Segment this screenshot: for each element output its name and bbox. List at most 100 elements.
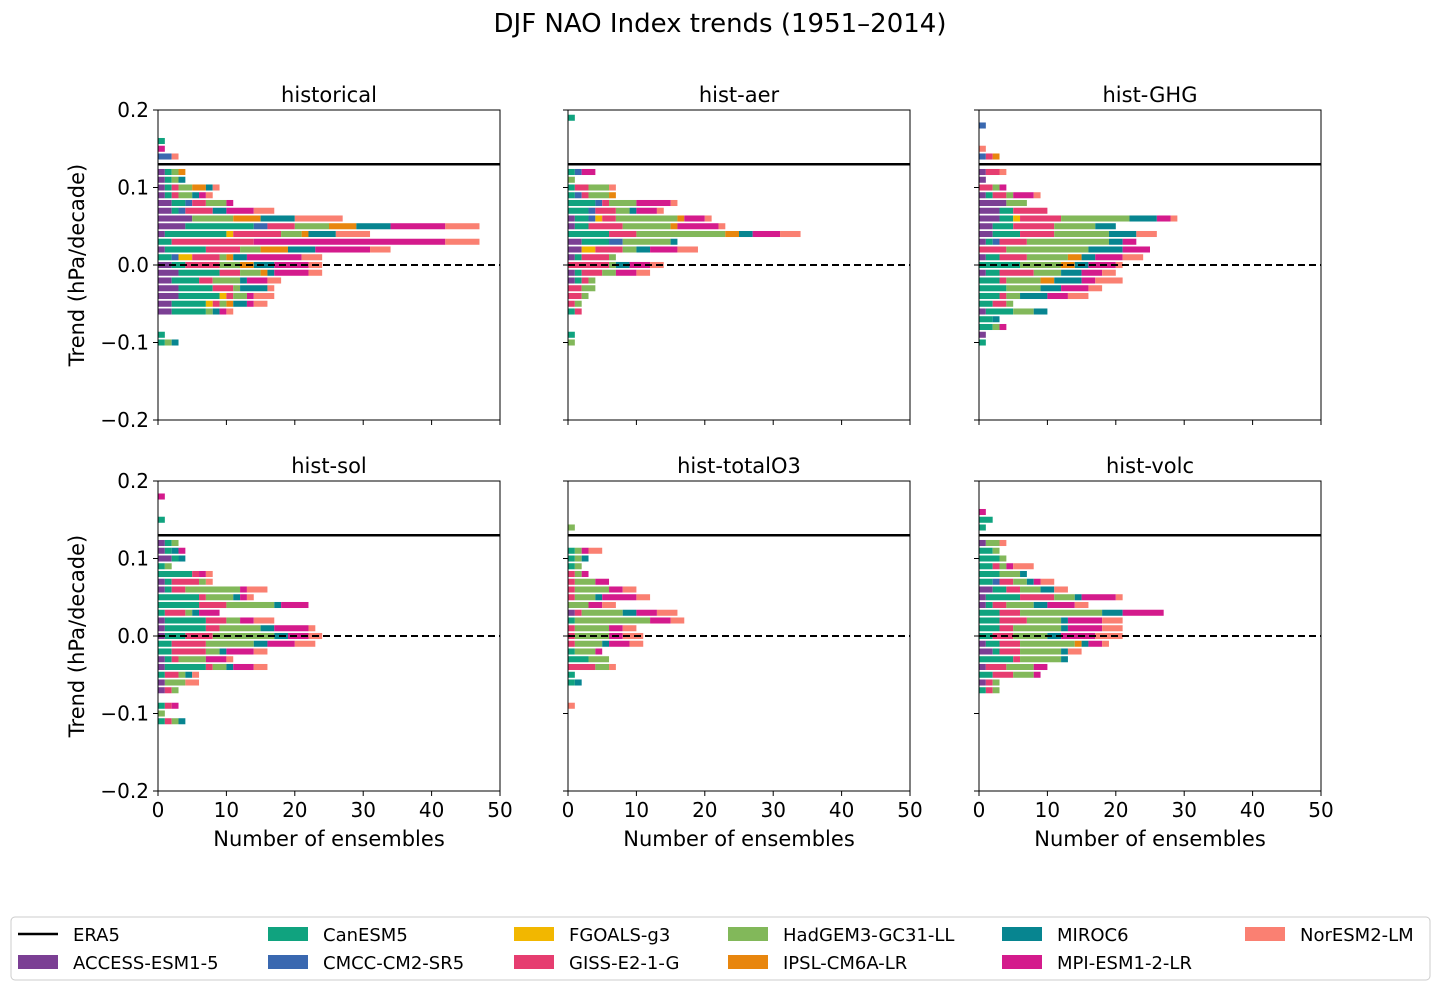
- bar-segment-CanESM5: [568, 207, 589, 214]
- bar-segment-MIROC6: [1108, 238, 1123, 245]
- bar-segment-ACCESS-ESM1-5: [979, 594, 986, 601]
- bar-segment-ACCESS-ESM1-5: [979, 539, 986, 547]
- bar-segment-MPI-ESM1-2-LR: [1122, 246, 1150, 253]
- bar-segment-MIROC6: [212, 207, 227, 214]
- bar-segment-CanESM5: [158, 563, 165, 570]
- bar-segment-CanESM5: [985, 594, 1021, 601]
- bar-segment-MIROC6: [253, 640, 268, 647]
- y-axis-label: Trend (hPa/decade): [65, 164, 89, 367]
- bar-segment-MPI-ESM1-2-LR: [1047, 601, 1075, 609]
- bar-segment-CanESM5: [158, 137, 165, 145]
- stacked-bars: [158, 493, 323, 725]
- y-tick-label: −0.2: [100, 408, 149, 432]
- bar-segment-NorESM2-LM: [226, 656, 234, 663]
- bar-segment-CanESM5: [992, 586, 1007, 593]
- bar-segment-MIROC6: [1040, 586, 1055, 593]
- bar-segment-HadGEM3-GC31-LL: [178, 184, 193, 191]
- bar-segment-GISS-E2-1-G: [1020, 594, 1055, 601]
- bar-segment-NorESM2-LM: [999, 539, 1007, 547]
- bar-segment-NorESM2-LM: [335, 230, 371, 238]
- bar-segment-HadGEM3-GC31-LL: [1026, 617, 1062, 624]
- bar-segment-GISS-E2-1-G: [992, 601, 1007, 609]
- bar-segment-MPI-ESM1-2-LR: [1081, 594, 1116, 601]
- bar-segment-GISS-E2-1-G: [602, 199, 610, 207]
- bar-segment-MPI-ESM1-2-LR: [171, 702, 179, 709]
- bar-segment-HadGEM3-GC31-LL: [185, 586, 241, 593]
- bar-segment-CanESM5: [158, 609, 165, 616]
- bar-segment-ACCESS-ESM1-5: [158, 292, 179, 300]
- bar-segment-MIROC6: [171, 547, 179, 554]
- bar-segment-GISS-E2-1-G: [199, 277, 213, 284]
- y-tick-label: 0.1: [117, 176, 149, 200]
- bar-segment-MIROC6: [1074, 594, 1082, 601]
- bar-segment-NorESM2-LM: [253, 207, 275, 214]
- bar-segment-GISS-E2-1-G: [588, 223, 623, 230]
- bar-segment-GISS-E2-1-G: [205, 625, 220, 632]
- bar-segment-HadGEM3-GC31-LL: [1013, 578, 1027, 585]
- bar-segment-CanESM5: [985, 254, 1000, 261]
- bar-segment-MIROC6: [185, 671, 193, 678]
- bar-segment-NorESM2-LM: [718, 223, 726, 230]
- bar-segment-NorESM2-LM: [212, 184, 220, 191]
- bar-segment-ACCESS-ESM1-5: [158, 246, 165, 253]
- bar-segment-HadGEM3-GC31-LL: [622, 238, 671, 245]
- bar-segment-CanESM5: [992, 648, 1000, 655]
- bar-segment-ACCESS-ESM1-5: [568, 238, 582, 245]
- bar-segment-CanESM5: [574, 277, 582, 284]
- bar-segment-MPI-ESM1-2-LR: [1081, 277, 1096, 284]
- bar-segment-GISS-E2-1-G: [999, 578, 1014, 585]
- bar-segment-HadGEM3-GC31-LL: [574, 625, 610, 632]
- bar-segment-CanESM5: [171, 300, 206, 307]
- bar-segment-HadGEM3-GC31-LL: [212, 663, 227, 671]
- legend-patch-swatch: [1002, 927, 1042, 941]
- bar-segment-GISS-E2-1-G: [164, 671, 179, 678]
- bar-segment-MPI-ESM1-2-LR: [1095, 254, 1123, 261]
- bar-segment-HadGEM3-GC31-LL: [999, 563, 1007, 570]
- bar-segment-HadGEM3-GC31-LL: [164, 679, 186, 686]
- bar-segment-IPSL-CM6A-LR: [192, 184, 206, 191]
- bar-segment-NorESM2-LM: [253, 300, 268, 307]
- bar-segment-HadGEM3-GC31-LL: [1006, 199, 1027, 207]
- bar-segment-GISS-E2-1-G: [171, 192, 179, 199]
- bar-segment-NorESM2-LM: [1074, 601, 1089, 609]
- bar-segment-MPI-ESM1-2-LR: [979, 508, 986, 516]
- bar-segment-CanESM5: [581, 238, 610, 245]
- bar-segment-GISS-E2-1-G: [568, 594, 575, 601]
- bar-segment-ACCESS-ESM1-5: [568, 269, 575, 276]
- bar-segment-HadGEM3-GC31-LL: [1013, 625, 1062, 632]
- bar-segment-CMCC-CM2-SR5: [185, 199, 193, 207]
- bar-segment-NorESM2-LM: [205, 578, 213, 585]
- bar-segment-MPI-ESM1-2-LR: [226, 207, 254, 214]
- bar-segment-MIROC6: [253, 261, 275, 269]
- bar-segment-NorESM2-LM: [622, 632, 644, 640]
- bar-segment-ACCESS-ESM1-5: [158, 578, 165, 585]
- legend-patch-swatch: [728, 927, 768, 941]
- bar-segment-CanESM5: [985, 192, 993, 199]
- bar-segment-CMCC-CM2-SR5: [979, 122, 986, 129]
- x-axis-label: Number of ensembles: [213, 827, 445, 851]
- bar-segment-NorESM2-LM: [308, 269, 323, 276]
- bar-segment-MIROC6: [629, 207, 637, 214]
- bar-segment-HadGEM3-GC31-LL: [1006, 192, 1014, 199]
- bar-segment-NorESM2-LM: [246, 594, 254, 601]
- bar-segment-CanESM5: [178, 285, 213, 292]
- legend: ERA5 ACCESS-ESM1-5 CanESM5 CMCC-CM2-SR5 FGOA…: [10, 916, 1431, 981]
- bar-segment-NorESM2-LM: [171, 153, 179, 160]
- bar-segment-CanESM5: [568, 547, 575, 554]
- bar-segment-ACCESS-ESM1-5: [158, 663, 165, 671]
- bar-segment-HadGEM3-GC31-LL: [609, 199, 637, 207]
- bar-segment-HadGEM3-GC31-LL: [178, 192, 193, 199]
- bar-segment-MIROC6: [233, 594, 241, 601]
- bar-segment-NorESM2-LM: [704, 215, 712, 222]
- legend-label: CMCC-CM2-SR5: [323, 953, 464, 974]
- bar-segment-CMCC-CM2-SR5: [992, 578, 1000, 585]
- bar-segment-MIROC6: [1020, 570, 1027, 578]
- bar-segment-CanESM5: [979, 656, 1014, 663]
- bar-segment-CanESM5: [574, 254, 582, 261]
- bar-segment-GISS-E2-1-G: [581, 269, 603, 276]
- bar-segment-HadGEM3-GC31-LL: [1006, 601, 1034, 609]
- bar-segment-HadGEM3-GC31-LL: [205, 648, 220, 655]
- bar-segment-CanESM5: [568, 114, 575, 121]
- bar-segment-CanESM5: [999, 215, 1014, 222]
- bar-segment-CanESM5: [158, 648, 172, 655]
